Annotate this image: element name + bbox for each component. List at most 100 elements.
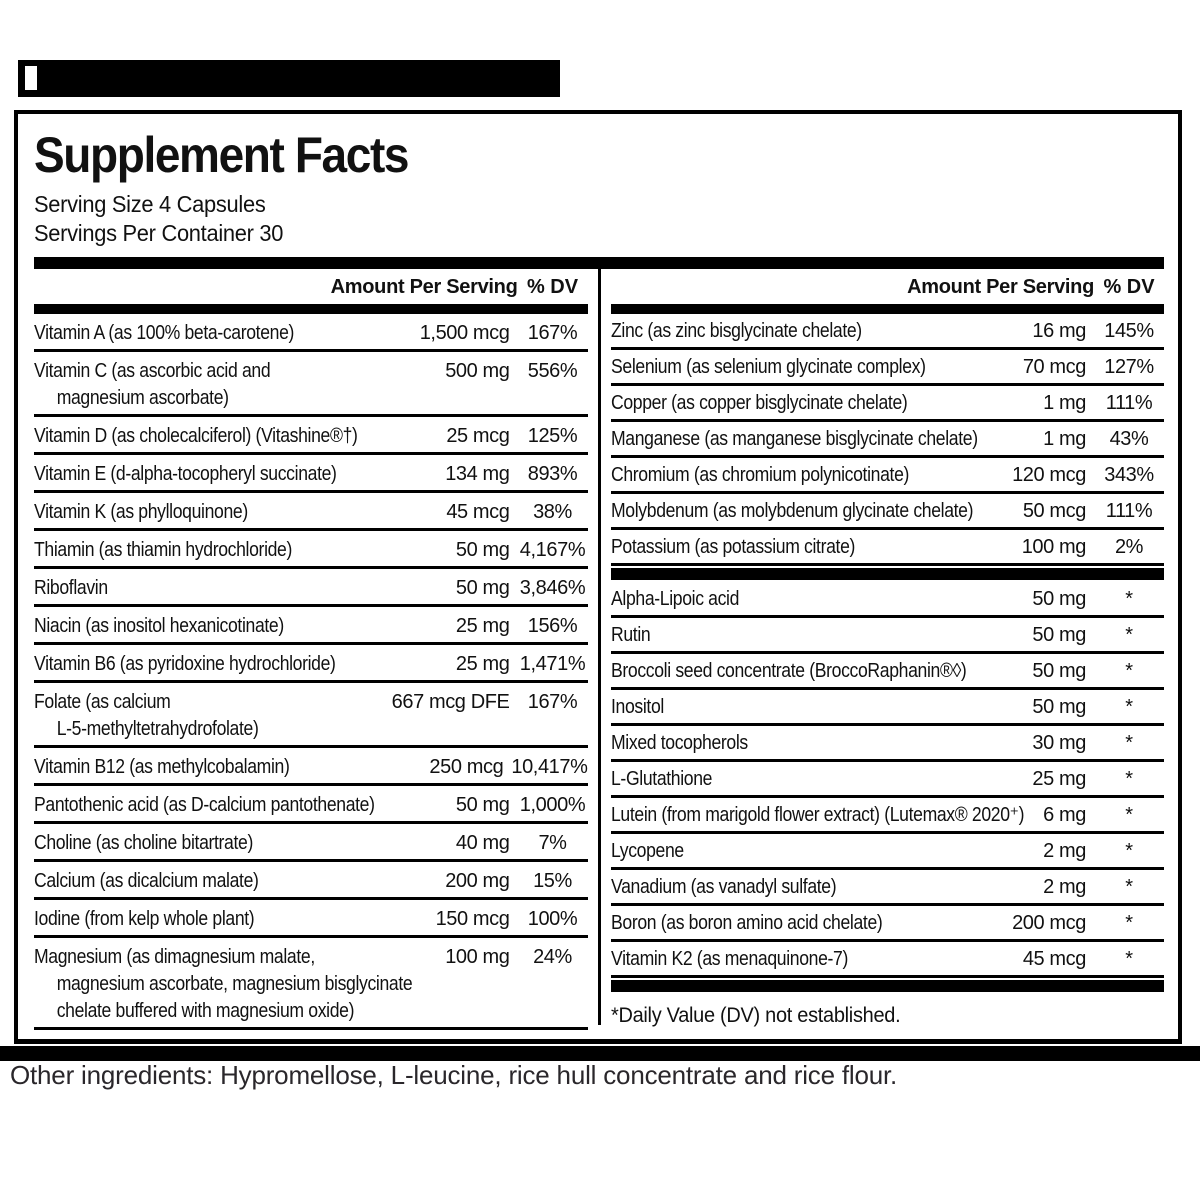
ingredient-row: Iodine (from kelp whole plant) 150 mcg 1… (34, 900, 588, 938)
ingredient-dv: 111% (1105, 392, 1153, 414)
ingredient-name: Boron (as boron amino acid chelate) (610, 912, 883, 934)
ingredient-amount: 1 mg (1043, 428, 1086, 450)
ingredient-row: Rutin 50 mg * (610, 618, 1164, 654)
ingredient-row: Copper (as copper bisglycinate chelate) … (610, 386, 1164, 422)
left-column-header: Amount Per Serving % DV (34, 269, 588, 304)
ingredient-dv: 111% (1105, 500, 1153, 522)
ingredient-dv: * (1125, 660, 1133, 682)
ingredient-name: Vitamin A (as 100% beta-carotene) (34, 322, 295, 344)
ingredient-name: Vitamin D (as cholecalciferol) (Vitashin… (34, 425, 358, 447)
ingredient-name: Niacin (as inositol hexanicotinate) (34, 615, 284, 637)
ingredient-name: Vitamin E (d-alpha-tocopheryl succinate) (34, 463, 337, 485)
ingredient-row: Vanadium (as vanadyl sulfate) 2 mg * (610, 870, 1164, 906)
ingredient-row: Zinc (as zinc bisglycinate chelate) 16 m… (610, 314, 1164, 350)
ingredient-row: Calcium (as dicalcium malate) 200 mg 15% (34, 862, 588, 900)
ingredient-amount: 30 mg (1032, 732, 1086, 754)
footnote-divider-bar (610, 980, 1164, 992)
column-divider (597, 269, 601, 1025)
ingredient-name: Pantothenic acid (as D-calcium pantothen… (34, 794, 375, 816)
ingredient-dv: 556% (527, 360, 578, 382)
ingredient-row: L-Glutathione 25 mg * (610, 762, 1164, 798)
ingredient-dv: * (1125, 948, 1133, 970)
ingredient-row: Folate (as calcium L-5-methyltetrahydrof… (34, 683, 588, 748)
ingredient-row: Vitamin C (as ascorbic acid and magnesiu… (34, 352, 588, 417)
ingredient-dv: 145% (1104, 320, 1154, 342)
ingredient-amount: 50 mcg (1022, 500, 1087, 522)
ingredient-amount: 100 mg (1021, 536, 1087, 558)
ingredient-row: Pantothenic acid (as D-calcium pantothen… (34, 786, 588, 824)
ingredient-dv: 156% (527, 615, 578, 637)
ingredient-name: Lutein (from marigold flower extract) (L… (610, 804, 1024, 826)
ingredient-row: Lutein (from marigold flower extract) (L… (610, 798, 1164, 834)
ingredient-amount: 1 mg (1043, 392, 1086, 414)
ingredient-amount: 150 mcg (435, 908, 510, 930)
ingredient-amount: 2 mg (1043, 840, 1086, 862)
ingredient-name: Zinc (as zinc bisglycinate chelate) (610, 320, 862, 342)
ingredient-amount: 25 mg (1032, 768, 1086, 790)
servings-per-container: Servings Per Container 30 (34, 220, 284, 246)
ingredient-row: Vitamin B12 (as methylcobalamin) 250 mcg… (34, 748, 588, 786)
ingredient-dv: 4,167% (519, 539, 586, 561)
ingredient-row: Riboflavin 50 mg 3,846% (34, 569, 588, 607)
ingredient-name: Thiamin (as thiamin hydrochloride) (34, 539, 293, 561)
daily-value-footnote: *Daily Value (DV) not established. (610, 1004, 901, 1027)
ingredient-row: Potassium (as potassium citrate) 100 mg … (610, 530, 1164, 566)
ingredient-name: Inositol (610, 696, 664, 718)
ingredient-dv: * (1125, 876, 1133, 898)
ingredient-amount: 667 mcg DFE (391, 691, 510, 713)
ingredient-amount: 2 mg (1043, 876, 1086, 898)
redacted-notch (25, 66, 37, 90)
ingredient-amount: 50 mg (1032, 624, 1086, 646)
ingredient-amount: 120 mcg (1012, 464, 1086, 486)
ingredient-amount: 500 mg (445, 360, 510, 382)
ingredient-amount: 200 mg (445, 870, 510, 892)
ingredient-amount: 134 mg (445, 463, 510, 485)
ingredient-name: Magnesium (as dimagnesium malate, magnes… (34, 946, 413, 1022)
amount-per-serving-header: Amount Per Serving (907, 276, 1094, 298)
ingredient-dv: * (1125, 912, 1133, 934)
ingredient-amount: 40 mg (455, 832, 510, 854)
ingredient-name: Alpha-Lipoic acid (610, 588, 739, 610)
ingredient-name: Vitamin B6 (as pyridoxine hydrochloride) (34, 653, 336, 675)
ingredient-row: Lycopene 2 mg * (610, 834, 1164, 870)
two-column-table: Amount Per Serving % DV Vitamin A (as 10… (34, 269, 1164, 1035)
ingredient-amount: 16 mg (1032, 320, 1086, 342)
ingredient-dv: 167% (527, 322, 578, 344)
ingredient-dv: * (1125, 768, 1133, 790)
ingredient-dv: 343% (1104, 464, 1154, 486)
ingredient-name: Vitamin K (as phylloquinone) (34, 501, 248, 523)
left-rows: Vitamin A (as 100% beta-carotene) 1,500 … (34, 314, 588, 1030)
ingredient-row: Magnesium (as dimagnesium malate, magnes… (34, 938, 588, 1030)
amount-per-serving-header: Amount Per Serving (330, 276, 518, 298)
ingredient-amount: 50 mg (455, 539, 510, 561)
ingredient-name: Vitamin K2 (as menaquinone-7) (610, 948, 848, 970)
ingredient-dv: 3,846% (519, 577, 586, 599)
ingredient-dv: 125% (527, 425, 578, 447)
ingredient-name: Folate (as calcium L-5-methyltetrahydrof… (34, 691, 259, 740)
other-ingredients: Other ingredients: Hypromellose, L-leuci… (10, 1060, 898, 1090)
ingredient-name: Iodine (from kelp whole plant) (34, 908, 255, 930)
ingredient-dv: * (1125, 732, 1133, 754)
ingredient-row: Vitamin B6 (as pyridoxine hydrochloride)… (34, 645, 588, 683)
ingredient-row: Vitamin K2 (as menaquinone-7) 45 mcg * (610, 942, 1164, 978)
ingredient-name: Broccoli seed concentrate (BroccoRaphani… (610, 660, 967, 682)
ingredient-dv: 100% (527, 908, 578, 930)
ingredient-dv: 1,471% (519, 653, 586, 675)
ingredient-amount: 6 mg (1043, 804, 1086, 826)
ingredient-amount: 50 mg (1032, 660, 1086, 682)
ingredient-name: Selenium (as selenium glycinate complex) (610, 356, 926, 378)
ingredient-name: Calcium (as dicalcium malate) (34, 870, 259, 892)
ingredient-dv: 24% (533, 946, 572, 968)
ingredient-name: Mixed tocopherols (610, 732, 748, 754)
ingredient-amount: 200 mcg (1012, 912, 1086, 934)
ingredient-name: Choline (as choline bitartrate) (34, 832, 253, 854)
mineral-rows: Zinc (as zinc bisglycinate chelate) 16 m… (610, 314, 1164, 566)
ingredient-dv: 38% (533, 501, 572, 523)
ingredient-dv: * (1125, 624, 1133, 646)
ingredient-name: Manganese (as manganese bisglycinate che… (610, 428, 978, 450)
ingredient-row: Selenium (as selenium glycinate complex)… (610, 350, 1164, 386)
ingredient-row: Chromium (as chromium polynicotinate) 12… (610, 458, 1164, 494)
right-column-header: Amount Per Serving % DV (611, 269, 1165, 304)
ingredient-row: Vitamin E (d-alpha-tocopheryl succinate)… (34, 455, 588, 493)
